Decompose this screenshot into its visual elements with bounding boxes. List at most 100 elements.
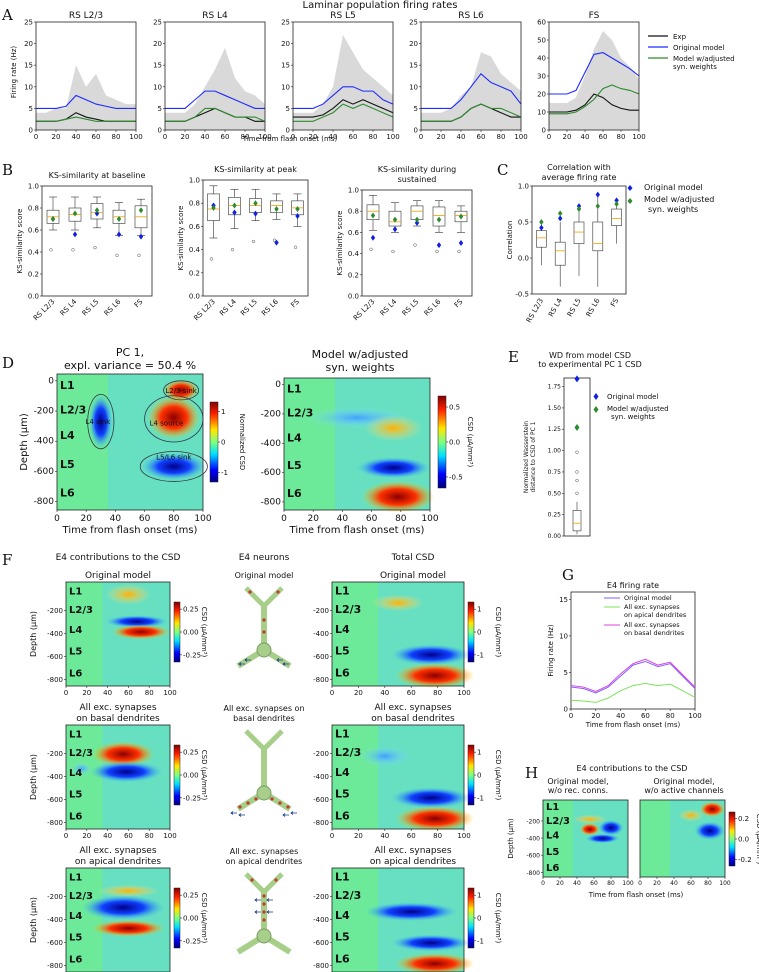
panel-a-subplot-title: RS L6 [458, 11, 484, 21]
heatmap-baseline-region [332, 868, 379, 972]
colorbar-tick-label: 0.25 [183, 606, 199, 614]
panel-f-total-row-title: All exc. synapses [374, 703, 451, 713]
panel-f-neuron-title: Original model [235, 571, 294, 580]
panel-d-left-title-2: expl. variance = 50.4 % [64, 359, 196, 372]
y-tick-label: -400 [313, 916, 329, 924]
panel-f-row-title: All exc. synapses [79, 703, 156, 713]
exp-variability-band [36, 65, 136, 130]
layer-label: L1 [546, 802, 559, 813]
panel-c-title: Correlation with [547, 163, 611, 172]
csd-source-blob [579, 823, 600, 836]
adjusted-model-marker [576, 206, 582, 213]
apical-branch [262, 586, 284, 608]
panel-f-row-title: on basal dendrites [76, 714, 160, 724]
layer-label: L2/3 [69, 605, 93, 616]
box-body [592, 221, 604, 252]
x-category-label: RS L5 [401, 298, 421, 318]
outlier-point [575, 478, 579, 483]
panel-f-total-row-title: All exc. synapses [374, 846, 451, 856]
synapse-marker [262, 902, 266, 906]
y-tick-label: 15 [24, 62, 33, 70]
panel-a-axes-frame [292, 21, 394, 131]
x-tick-label: 100 [129, 133, 142, 141]
outlier-point [209, 257, 214, 261]
layer-label: L6 [69, 954, 82, 965]
x-category-label: FS [289, 297, 301, 309]
panel-f-total-row-title: on apical dendrites [370, 857, 457, 867]
adjusted-model-marker [232, 202, 237, 209]
colorbar-tick-label: 0.0 [449, 439, 460, 447]
x-tick-label: 0 [54, 514, 60, 524]
legend-original-label: Original model [624, 594, 672, 602]
original-model-marker [138, 233, 144, 240]
x-tick-label: 20 [82, 689, 91, 697]
layer-label: L6 [335, 666, 350, 679]
y-tick-label: -800 [313, 819, 329, 827]
y-tick-label: 5 [29, 105, 33, 113]
colorbar-tick-label: 0.25 [183, 892, 199, 900]
y-tick-label: 0 [286, 127, 290, 135]
x-tick-label: 60 [92, 133, 101, 141]
layer-label: L1 [335, 727, 350, 740]
y-tick-label: 0.50 [548, 490, 562, 497]
x-tick-label: 20 [52, 133, 61, 141]
panel-h-right-title: Original model, [653, 777, 714, 786]
panel-b-subplot-title: KS-similarity at baseline [49, 171, 146, 180]
outlier-point [137, 253, 141, 257]
x-tick-label: 20 [354, 689, 363, 697]
outlier-point [115, 253, 119, 257]
y-tick-label: -200 [34, 407, 55, 417]
y-tick-label: 0 [564, 706, 568, 714]
y-tick-label: 0.0 [189, 293, 200, 301]
colorbar-tick-label: -0.2 [738, 856, 752, 864]
layer-label: L2/3 [546, 816, 570, 827]
y-tick-label: 25 [24, 19, 33, 27]
y-tick-label: -800 [47, 676, 63, 684]
y-tick-label: -600 [261, 468, 282, 478]
panel-b: KS-similarity at baseline 0.0 0.2 0.4 0.6 0.8… [16, 165, 473, 322]
x-tick-label: 40 [573, 880, 581, 887]
adjusted-model-marker [94, 207, 100, 214]
x-tick-label: 80 [497, 133, 506, 141]
csd-source-blob [371, 594, 425, 612]
x-tick-label: 0 [34, 133, 38, 141]
original-model-line [293, 86, 394, 109]
y-tick-label: -200 [47, 893, 63, 901]
y-tick-label: -400 [313, 773, 329, 781]
original-model-marker [614, 197, 619, 204]
layer-label: L4 [60, 429, 75, 442]
soma [256, 785, 272, 801]
y-tick-label: 0 [29, 127, 33, 135]
heatmap-axes-frame [331, 867, 465, 972]
panel-f: Original model Original model Original mod… [29, 571, 502, 972]
y-tick-label: 20 [409, 40, 418, 48]
panel-h-colorbar-label: CSD (μA/mm³) [755, 814, 759, 865]
current-arrow [254, 910, 261, 914]
y-tick-label: -200 [313, 750, 329, 758]
synapse-marker [254, 797, 258, 801]
synapse-marker [270, 797, 274, 801]
legend-adjusted-marker [627, 198, 633, 204]
x-tick-label: 100 [421, 514, 438, 524]
x-tick-label: 40 [457, 133, 466, 141]
colorbar-tick-label: -0.25 [183, 794, 201, 802]
outlier-point [575, 450, 579, 454]
heatmap-ylabel: Depth (μm) [29, 897, 38, 943]
layer-label: L4 [546, 831, 559, 842]
panel-f-col3-title: Total CSD [391, 553, 435, 563]
y-tick-label: -800 [34, 497, 55, 507]
x-tick-label: 20 [556, 880, 564, 887]
y-tick-label: 20 [537, 91, 546, 99]
exp-variability-band [421, 52, 521, 130]
y-tick-label: -200 [313, 607, 329, 615]
adjusted-model-marker [436, 216, 442, 223]
x-category-label: FS [609, 297, 620, 309]
outlier-point [435, 249, 439, 254]
layer-label: L6 [69, 668, 82, 679]
csd-sink-blob [391, 934, 471, 952]
y-tick-label: 0.5 [518, 219, 529, 227]
box-body [573, 221, 585, 244]
csd-source-blob [572, 814, 607, 824]
colorbar-tick-label: 0.5 [449, 404, 460, 412]
x-tick-label: 0 [330, 689, 334, 697]
